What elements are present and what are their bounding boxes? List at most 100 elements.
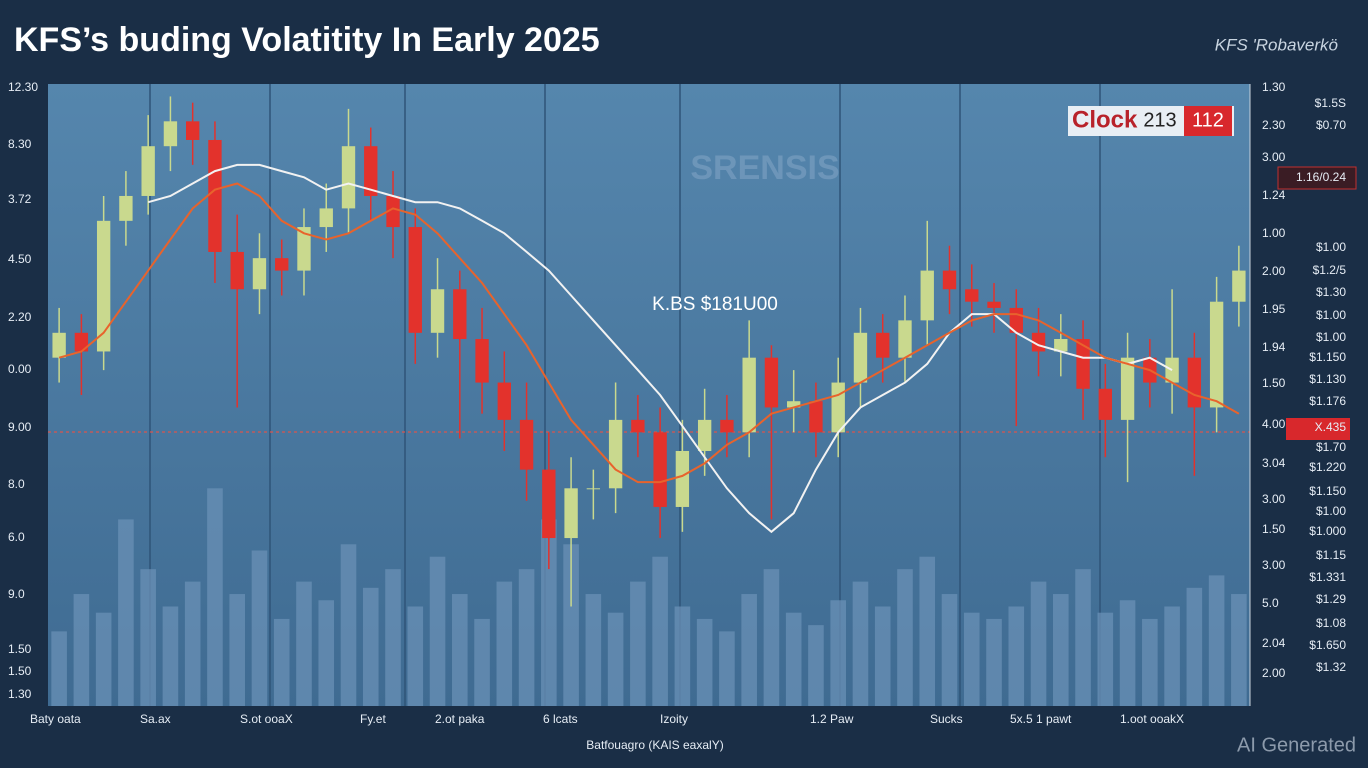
price-label: 1.16/0.24 — [1296, 170, 1346, 184]
volume-bar — [362, 587, 379, 706]
volume-bar — [452, 594, 468, 706]
candle-body — [186, 121, 200, 140]
watermark: AI Generated — [1237, 734, 1356, 756]
x-label: 6 lcats — [543, 712, 578, 726]
x-label: Sa.ax — [140, 712, 171, 726]
badge-left: 213 — [1143, 109, 1176, 131]
right-label: 5.0 — [1262, 596, 1279, 610]
volume-bar — [1186, 587, 1203, 706]
price-label: $1.00 — [1316, 330, 1346, 344]
candle-body — [965, 289, 979, 302]
candle-body — [1076, 339, 1090, 389]
right-label: 3.00 — [1262, 492, 1286, 506]
price-label: $1.32 — [1316, 660, 1346, 674]
x-label: S.ot ooaX — [240, 712, 293, 726]
annotation: K.BS $181U00 — [652, 294, 778, 315]
candle-body — [831, 382, 845, 433]
price-label: $1.331 — [1309, 570, 1346, 584]
candle-body — [386, 195, 400, 228]
candle-body — [920, 270, 934, 321]
brand: KFS 'Robaverkö — [1215, 35, 1338, 54]
candle-body — [364, 146, 378, 196]
price-label: $1.650 — [1309, 638, 1346, 652]
candle-body — [697, 419, 712, 451]
badge-red — [1184, 106, 1232, 136]
candle-body — [319, 208, 333, 228]
candle-body — [208, 139, 222, 252]
candle-body — [1187, 357, 1202, 408]
volume-bar — [229, 594, 245, 706]
volume-bar — [696, 618, 713, 706]
volume-bar — [630, 581, 646, 706]
price-label: $1.130 — [1309, 372, 1346, 386]
volume-bar — [407, 606, 424, 706]
volume-bar — [474, 618, 490, 706]
volume-bar — [852, 581, 869, 706]
x-label: Sucks — [930, 712, 963, 726]
moving-average — [147, 163, 1173, 534]
volume-bar — [118, 519, 134, 706]
volume-bar — [897, 569, 913, 706]
x-label: 2.ot paka — [435, 712, 485, 726]
candle-body — [341, 146, 356, 209]
candle-body — [876, 332, 890, 358]
volume-bar — [719, 631, 735, 706]
chart-title: KFS’s buding Volatitity In Early 2025 — [14, 21, 600, 59]
volume-bar — [563, 544, 579, 706]
candle-body — [275, 258, 289, 271]
right-label: 2.04 — [1262, 636, 1286, 650]
volume-bar — [1075, 569, 1091, 706]
moving-average — [58, 182, 1240, 484]
right-label: 1.24 — [1262, 188, 1286, 202]
x-label: 5x.5 1 pawt — [1010, 712, 1072, 726]
right-label: 3.00 — [1262, 150, 1286, 164]
candle-body — [408, 227, 422, 333]
volume-bar — [318, 600, 335, 706]
left-label: 12.30 — [8, 80, 38, 94]
candle-body — [586, 488, 601, 490]
price-label: $1.150 — [1309, 350, 1346, 364]
candle-body — [453, 289, 467, 340]
price-label: $1.00 — [1316, 308, 1346, 322]
left-label: 9.0 — [8, 587, 25, 601]
price-label: $1.30 — [1316, 285, 1346, 299]
volume-bar — [273, 618, 290, 706]
left-label: 8.30 — [8, 137, 32, 151]
candle-body — [764, 357, 779, 408]
volume-bar — [1119, 600, 1136, 706]
left-label: 9.00 — [8, 420, 32, 434]
volume-bar — [51, 631, 67, 706]
volume-bar — [963, 612, 980, 706]
volume-bar — [607, 612, 624, 706]
price-label: $1.220 — [1309, 460, 1346, 474]
volume-bar — [1053, 594, 1069, 706]
candle-body — [119, 195, 133, 221]
volume-bar — [741, 594, 757, 706]
candle-body — [519, 419, 534, 470]
right-label: 1.50 — [1262, 522, 1286, 536]
candle-body — [252, 258, 267, 290]
volume-bar — [340, 544, 357, 706]
left-label: 8.0 — [8, 477, 25, 491]
volume-bar — [496, 581, 513, 706]
candle-body — [542, 469, 556, 539]
right-label: 3.04 — [1262, 456, 1286, 470]
candle-body — [564, 488, 578, 539]
left-label: 6.0 — [8, 530, 25, 544]
price-label: $0.70 — [1316, 118, 1346, 132]
candle-body — [96, 220, 111, 352]
volume-bar — [785, 612, 802, 706]
candle-body — [1232, 270, 1246, 302]
candle-body — [720, 419, 734, 433]
volume-bar — [207, 488, 223, 706]
volume-bar — [541, 519, 557, 706]
volume-bar — [140, 569, 156, 706]
candle-body — [163, 121, 178, 147]
volume-bar — [808, 625, 824, 706]
candle-body — [742, 357, 756, 433]
volume-bar — [184, 581, 201, 706]
price-label: $1.08 — [1316, 616, 1346, 630]
right-label: 1.95 — [1262, 302, 1286, 316]
candle-body — [230, 251, 244, 290]
